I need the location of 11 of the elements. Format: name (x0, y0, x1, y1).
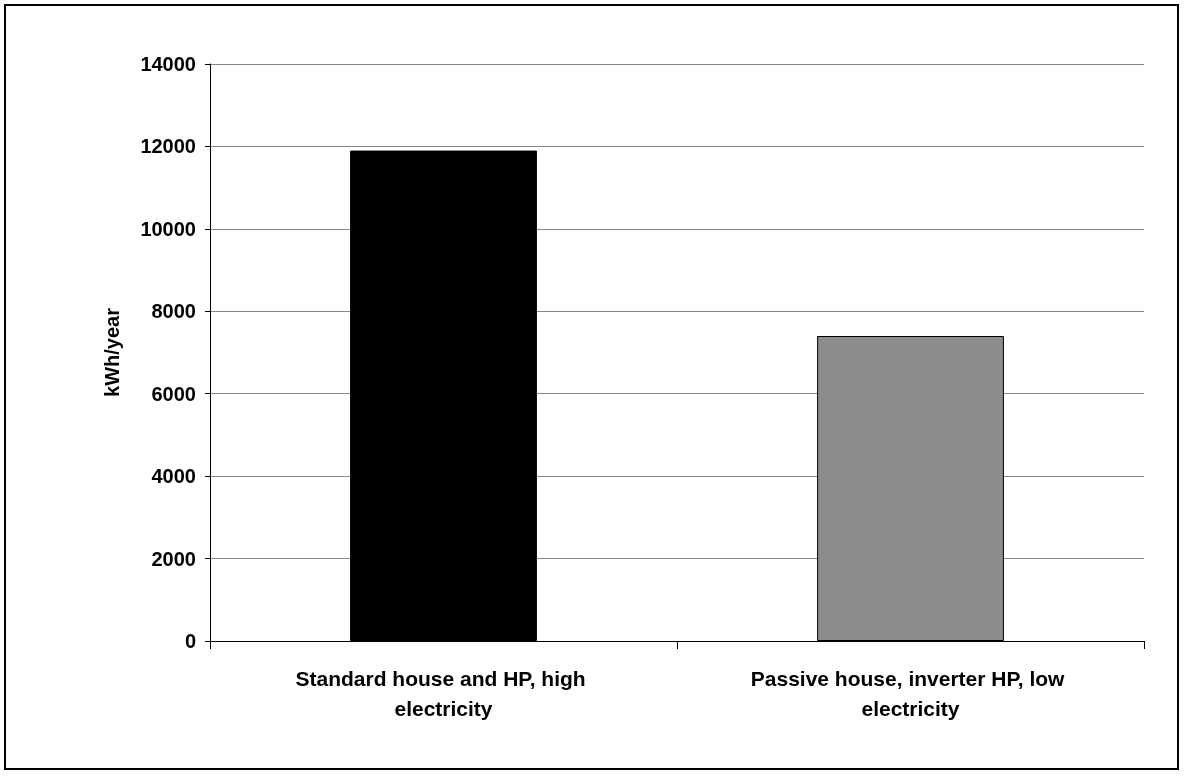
y-tick-label: 8000 (151, 300, 196, 323)
y-tick-label: 14000 (140, 53, 196, 75)
x-tick-label: Standard house and HP, high electricity (295, 666, 592, 720)
y-tick-label: 10000 (140, 217, 196, 240)
y-tick-label: 4000 (151, 465, 196, 488)
y-axis-title: kWh/year (101, 307, 123, 397)
y-tick-label: 12000 (140, 135, 196, 158)
x-tick-label: Passive house, inverter HP, low electricity (750, 666, 1071, 720)
y-tick-label: 2000 (151, 547, 196, 570)
y-tick-label: 6000 (151, 382, 196, 405)
y-tick-label: 0 (184, 630, 196, 652)
